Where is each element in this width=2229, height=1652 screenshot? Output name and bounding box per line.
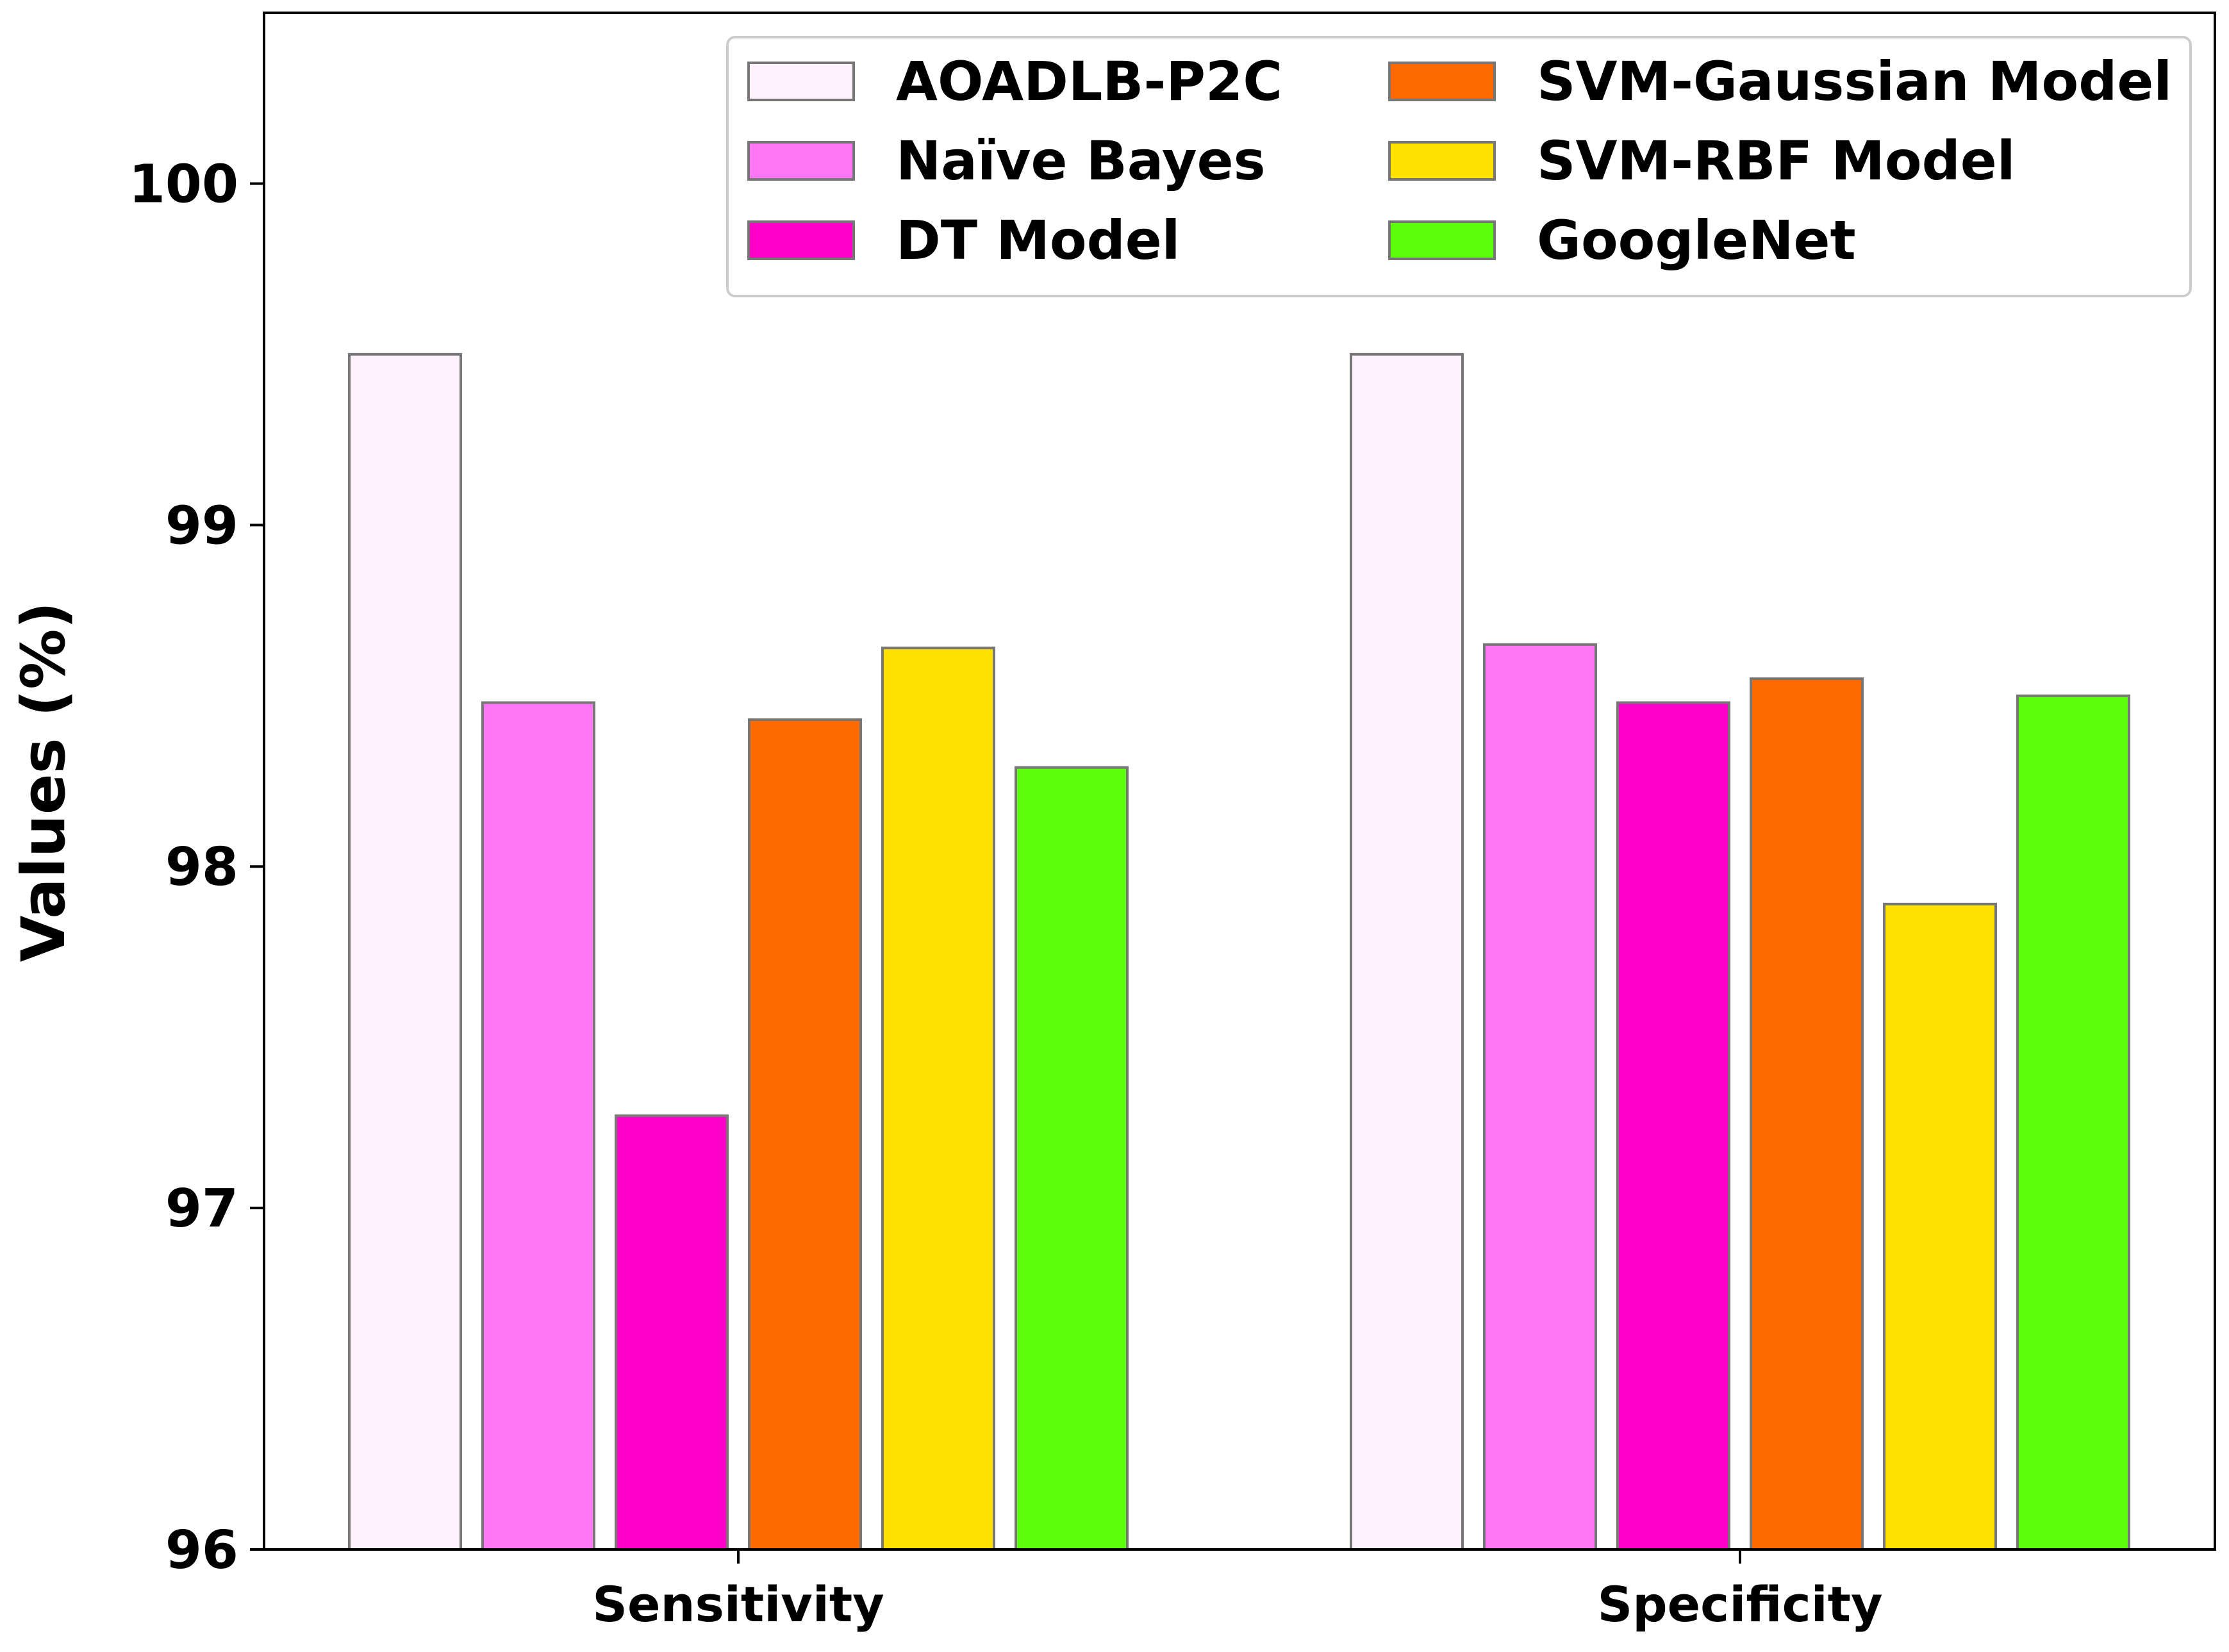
bar-svm-rbf-model-sensitivity [881,647,995,1551]
legend-swatch-aoadlb-p2c [747,62,855,101]
bar-googlenet-specificity [2016,694,2130,1551]
legend-swatch-dt-model [747,220,855,260]
bar-aoadlb-p2c-specificity [1350,352,1464,1551]
y-tick-label: 98 [165,837,238,898]
legend-label-na-ve-bayes: Naïve Bayes [896,129,1266,192]
bars-group [348,352,2130,1551]
y-axis-title: Values (%) [9,602,79,962]
bar-svm-gaussian-model-sensitivity [748,718,862,1551]
x-tick-label-specificity: Specificity [1597,1576,1882,1633]
y-tick-label: 99 [165,495,238,556]
y-tick-label: 97 [165,1178,238,1239]
legend-label-svm-rbf-model: SVM-RBF Model [1537,129,2015,192]
legend-label-svm-gaussian-model: SVM-Gaussian Model [1537,50,2172,113]
legend: AOADLB-P2C Naïve Bayes DT Model SVM-Gaussia… [726,36,2192,297]
legend-label-aoadlb-p2c: AOADLB-P2C [896,50,1282,113]
bar-svm-rbf-model-specificity [1883,902,1997,1551]
bar-svm-gaussian-model-specificity [1750,677,1864,1551]
legend-label-googlenet: GoogleNet [1537,209,1856,272]
y-tick-label: 96 [165,1520,238,1581]
legend-swatch-svm-gaussian-model [1388,62,1496,101]
legend-label-dt-model: DT Model [896,209,1180,272]
x-tick-label-sensitivity: Sensitivity [592,1576,884,1633]
bar-na-ve-bayes-sensitivity [481,701,595,1551]
bar-aoadlb-p2c-sensitivity [348,352,462,1551]
bar-dt-model-specificity [1616,701,1730,1551]
plot-frame [263,12,2216,1551]
bar-na-ve-bayes-specificity [1483,643,1597,1551]
axes-group: 96 97 98 99 100 Sensitivity Specificity [129,12,2216,1633]
legend-swatch-na-ve-bayes [747,141,855,181]
legend-swatch-googlenet [1388,220,1496,260]
bar-googlenet-sensitivity [1015,766,1129,1551]
legend-swatch-svm-rbf-model [1388,141,1496,181]
bar-dt-model-sensitivity [615,1114,729,1551]
y-tick-label: 100 [129,154,238,215]
